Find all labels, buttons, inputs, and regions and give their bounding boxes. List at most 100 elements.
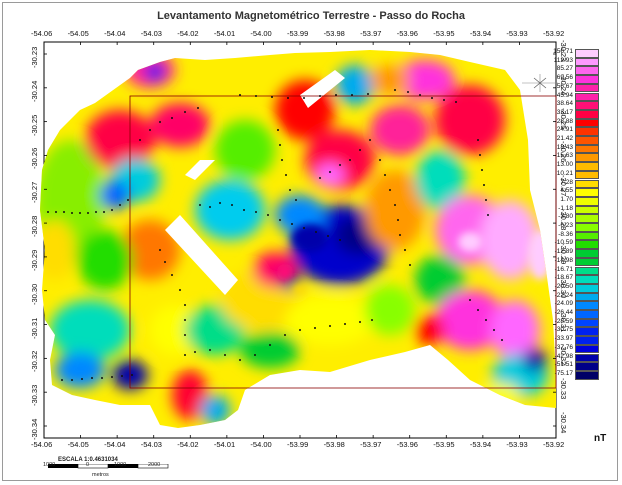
legend-label: -22.24 [554,291,573,299]
scale-label: 0 [86,462,90,468]
legend-swatch [575,283,599,293]
scale-text: ESCALA 1:0.4631034 [58,457,118,463]
x-tick-label: -53.95 [433,440,455,449]
y-tick-label: -30.24 [30,80,39,102]
legend-label: 1.70 [560,195,573,203]
legend-swatch [575,170,599,180]
legend-label: -42.98 [554,352,573,360]
legend-swatch [575,292,599,302]
x-tick-label: -54.04 [104,440,126,449]
axis-ticks [43,42,557,438]
x-tick-label: -53.96 [396,29,418,38]
x-tick-label: -54.06 [31,29,53,38]
legend-swatch [575,249,599,258]
y-tick-label-right: -30.33 [559,378,568,400]
legend-label: 85.27 [556,65,573,73]
x-tick-label: -53.96 [396,440,418,449]
legend-label: 56.67 [556,82,573,90]
legend-swatch [575,318,599,328]
legend-swatch [575,57,599,67]
legend-swatch [575,66,599,76]
legend-label: -16.71 [554,265,573,273]
y-tick-label: -30.27 [30,181,39,204]
legend-label: 33.17 [556,108,573,116]
y-tick-label: -30.30 [30,283,39,305]
legend-swatch [575,153,599,163]
x-tick-label: -53.97 [360,440,382,449]
legend-label: 24.91 [556,126,573,134]
legend-swatch [575,118,599,128]
legend-swatch [575,231,599,241]
x-tick-label: -53.97 [360,29,382,38]
x-tick-label: -53.98 [323,29,345,38]
legend-swatch [575,223,599,232]
legend-swatch [575,266,599,276]
x-tick-label: -53.95 [433,29,455,38]
y-tick-label: -30.26 [30,148,39,170]
x-tick-label: -54.02 [177,440,199,449]
x-tick-label: -54.00 [250,440,272,449]
legend-label: -3.80 [558,213,573,221]
x-tick-label: -53.99 [287,29,309,38]
no-data-gap [300,70,345,108]
legend-label: -24.09 [554,300,573,308]
legend-label: -12.89 [554,248,573,256]
legend-swatch [575,179,599,189]
legend-label: 38.64 [556,100,573,108]
x-tick-label: -53.93 [506,29,528,38]
legend-swatch [575,370,599,380]
legend-swatch [575,344,599,354]
legend-swatch [575,49,599,58]
legend-unit: nT [594,433,607,444]
legend-label: -26.44 [554,309,573,316]
x-tick-label: -54.03 [140,440,162,449]
y-tick-label: -30.34 [30,418,39,440]
legend-swatch [575,136,599,145]
legend-label: 28.88 [556,117,573,125]
scale-unit: metros [92,472,109,478]
legend-swatch [575,83,599,93]
scale-label: 2000 [148,462,161,468]
legend-label: -1.18 [558,204,573,212]
legend-label: 4.55 [560,187,573,195]
legend-swatch [575,75,599,84]
x-tick-label: -53.99 [287,440,309,449]
legend-swatch [575,301,599,310]
x-tick-label: -53.93 [506,440,528,449]
legend-label: -8.36 [558,230,573,238]
y-tick-label: -30.29 [30,249,39,271]
legend-swatch [575,362,599,371]
x-tick-label: -54.05 [67,440,89,449]
x-tick-label: -54.06 [31,440,53,449]
legend-label: 69.56 [556,74,573,82]
legend-swatch [575,127,599,136]
legend-label: -33.97 [554,335,573,343]
x-tick-label: -54.01 [213,440,236,449]
anomaly-field [40,50,556,428]
survey-stations [47,89,503,381]
no-data-gap [165,215,238,295]
map-title: Levantamento Magnetométrico Terrestre - … [157,10,465,22]
scale-label: 1000 [114,462,127,468]
legend-label: -30.75 [554,326,573,334]
y-tick-label: -30.23 [30,46,39,68]
legend-swatch [575,205,599,215]
scale-bar [48,464,169,469]
legend-swatch [575,188,599,197]
legend-label: 21.42 [556,135,573,142]
x-tick-label: -54.03 [140,29,162,38]
x-tick-label: -54.01 [213,29,236,38]
no-data-gap [185,160,215,180]
x-tick-label: -53.98 [323,440,345,449]
y-tick-label: -30.33 [30,384,39,407]
legend-swatch [575,257,599,267]
legend-swatch [575,275,599,284]
legend-swatch [575,109,599,119]
x-tick-label: -54.00 [250,29,272,38]
legend-label: -20.50 [554,282,573,290]
legend-label: -75.17 [554,369,573,377]
legend-swatch [575,240,599,250]
x-tick-label: -53.92 [543,29,565,38]
y-tick-label-right: -30.34 [559,412,568,434]
